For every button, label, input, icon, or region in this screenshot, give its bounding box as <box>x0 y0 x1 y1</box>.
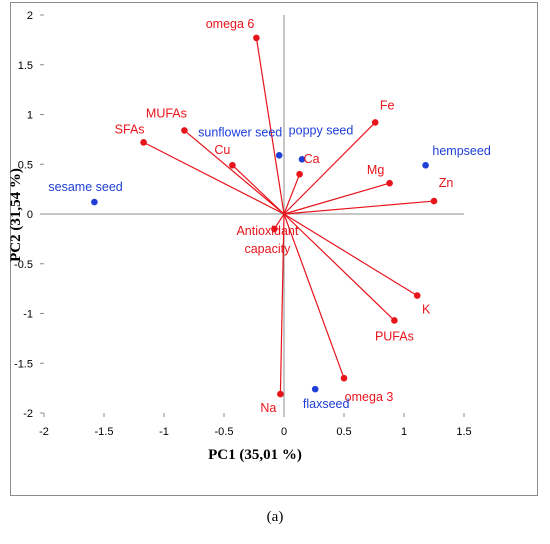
loading-label: Na <box>260 401 276 415</box>
loading-vectors <box>143 37 435 395</box>
loading-point <box>340 374 348 382</box>
loading-point <box>253 34 260 42</box>
loading-point <box>413 292 421 299</box>
x-tick-label: -2 <box>39 426 49 438</box>
loading-point <box>271 225 278 233</box>
score-point <box>422 161 429 169</box>
x-tick-label: -0.5 <box>215 426 234 438</box>
loading-vector <box>231 164 285 215</box>
loading-label: Antioxidant capacity <box>236 224 298 256</box>
y-tick-label: -1 <box>23 309 33 321</box>
y-tick-label: -0.5 <box>14 259 33 271</box>
loading-label: Mg <box>367 163 384 177</box>
y-tick-label: -1.5 <box>14 358 33 370</box>
loading-vector <box>283 213 345 379</box>
score-label: hempseed <box>432 144 490 158</box>
x-tick-label: 0.5 <box>336 426 351 438</box>
loading-vector <box>283 182 390 215</box>
loading-label: SFAs <box>115 122 145 136</box>
score-label: poppy seed <box>289 123 354 137</box>
loading-label: PUFAs <box>375 329 414 343</box>
loading-point <box>371 119 379 126</box>
x-tick-label: 1.5 <box>456 426 471 438</box>
loading-vector <box>283 173 301 215</box>
loading-label: Cu <box>214 143 230 157</box>
loading-vector <box>283 122 376 215</box>
loading-label: Zn <box>439 176 454 190</box>
loading-vector <box>279 213 285 395</box>
axes: -2 -1.5 -1 -0.5 0 0.5 1 1.5 2 1.5 1 0.5 0 -0.5 -1 -1.5 -… <box>14 10 472 438</box>
loading-point <box>140 139 147 146</box>
y-tick-label: -2 <box>23 408 33 420</box>
y-tick-label: 2 <box>27 10 33 22</box>
loading-point <box>391 317 398 324</box>
figure-caption: (a) <box>266 509 284 525</box>
loading-label: Fe <box>380 98 395 112</box>
loading-point <box>229 161 236 169</box>
loading-point <box>296 170 303 178</box>
chart-frame <box>10 2 538 496</box>
score-label: sunflower seed <box>198 125 282 139</box>
loading-vector <box>255 37 285 215</box>
x-tick-label: 1 <box>401 426 407 438</box>
x-tick-label: 0 <box>281 426 287 438</box>
y-axis-title: PC2 (31,54 %) <box>8 168 24 262</box>
loading-label: K <box>422 303 431 317</box>
score-point <box>275 151 283 159</box>
y-tick-label: 0.5 <box>18 159 33 171</box>
loading-label: MUFAs <box>146 106 187 120</box>
loading-vector <box>283 213 395 321</box>
loading-vector <box>283 213 418 297</box>
loading-vector <box>184 129 285 215</box>
score-point <box>311 385 319 393</box>
score-label: sesame seed <box>48 180 122 194</box>
y-tick-label: 0 <box>27 209 33 221</box>
loading-point <box>181 127 188 134</box>
score-point <box>91 198 98 206</box>
loading-vector <box>143 141 285 215</box>
loading-point <box>386 179 393 187</box>
score-label: flaxseed <box>303 397 350 411</box>
biplot-chart: -2 -1.5 -1 -0.5 0 0.5 1 1.5 2 1.5 1 0.5 0 -0.5 -1 -1.5 -… <box>8 10 491 463</box>
loading-label: omega 6 <box>206 17 255 31</box>
y-tick-label: 1 <box>27 110 33 122</box>
loading-point <box>430 197 438 205</box>
x-axis-title: PC1 (35,01 %) <box>208 447 302 463</box>
loading-label: Ca <box>304 152 320 166</box>
points <box>91 34 438 398</box>
loading-vector <box>283 200 435 215</box>
x-tick-label: -1 <box>159 426 169 438</box>
loading-point <box>277 390 284 398</box>
score-point <box>298 155 306 163</box>
y-tick-label: 1.5 <box>18 60 33 72</box>
x-tick-label: -1.5 <box>95 426 114 438</box>
loading-label: omega 3 <box>345 390 394 404</box>
